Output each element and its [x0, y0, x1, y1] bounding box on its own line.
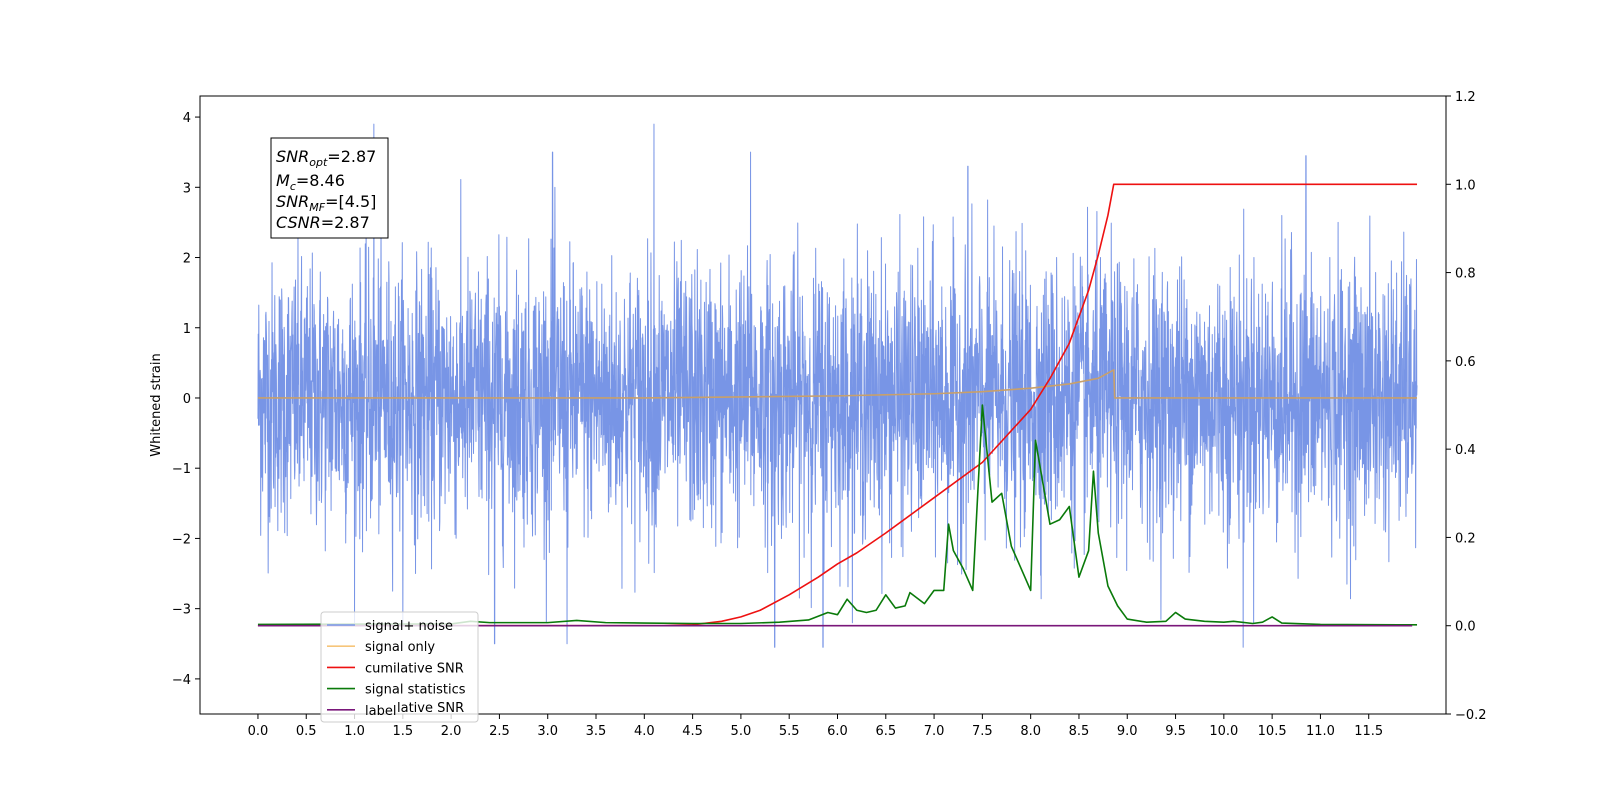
y-tick-label: 3 — [183, 181, 191, 196]
y-right-tick-label: −0.2 — [1455, 708, 1487, 723]
stats-annotation-box — [270, 137, 389, 239]
y-tick-label: 4 — [183, 111, 191, 126]
stats-annotation: SNRopt=2.87 Mc=8.46 SNRMF=[4.5] CSNR=2.8… — [270, 137, 389, 239]
y-right-tick-label: 0.6 — [1455, 355, 1476, 370]
series-signal-only — [257, 369, 1418, 399]
legend-label-signal-statistics: signal statistics — [365, 683, 466, 698]
mc-value: =8.46 — [296, 171, 345, 190]
snr-opt-subscript: opt — [309, 156, 328, 169]
x-tick-label: 11.5 — [1354, 724, 1383, 739]
legend-label-signal-noise: signal+ noise — [365, 619, 453, 634]
y-axis-right: 1.2 1.0 0.8 0.6 0.4 0.2 0.0 −0.2 — [1446, 90, 1487, 723]
x-tick-label: 5.5 — [779, 724, 800, 739]
y-right-tick-label: 0.2 — [1455, 531, 1476, 546]
x-tick-label: 7.0 — [924, 724, 945, 739]
y-tick-label: 1 — [183, 322, 191, 337]
snr-mf-base: SNR — [276, 192, 309, 211]
y-right-tick-label: 0.0 — [1455, 620, 1476, 635]
legend-label-label: label — [365, 704, 396, 719]
legend-label-cumilative-snr: cumilative SNR — [365, 661, 464, 676]
y-right-tick-label: 1.0 — [1455, 178, 1476, 193]
y-right-tick-label: 0.8 — [1455, 267, 1476, 282]
x-tick-label: 8.5 — [1069, 724, 1090, 739]
series-cumilative-snr — [257, 183, 1418, 627]
mc-base: M — [276, 171, 290, 190]
x-tick-label: 5.0 — [731, 724, 752, 739]
x-tick-label: 10.5 — [1258, 724, 1287, 739]
series-signal-noise — [257, 123, 1418, 648]
x-tick-label: 2.5 — [489, 724, 510, 739]
x-tick-label: 1.0 — [344, 724, 365, 739]
x-tick-label: 9.5 — [1165, 724, 1186, 739]
legend-box — [320, 611, 479, 723]
mc-subscript: c — [290, 180, 296, 193]
y-axis-label: Whitened strain — [149, 353, 164, 456]
snr-opt-annotation: SNRopt=2.87 — [276, 147, 376, 169]
x-tick-label: 3.5 — [586, 724, 607, 739]
mc-annotation: Mc=8.46 — [276, 171, 345, 193]
x-tick-label: 4.0 — [634, 724, 655, 739]
y-tick-label: −4 — [172, 673, 191, 688]
snr-mf-value: =[4.5] — [325, 192, 376, 211]
x-tick-label: 11.0 — [1306, 724, 1335, 739]
snr-opt-value: =2.87 — [327, 147, 376, 166]
y-tick-label: −1 — [172, 462, 191, 477]
x-tick-label: 0.5 — [296, 724, 317, 739]
y-tick-label: −3 — [172, 603, 191, 618]
x-axis: 0.0 0.5 1.0 1.5 2.0 2.5 3.0 3.5 4.0 4.5 5.0 5.5 6.0 6… — [248, 714, 1383, 739]
y-tick-label: −2 — [172, 532, 191, 547]
plot-area — [257, 123, 1418, 648]
snr-opt-base: SNR — [276, 147, 309, 166]
y-right-tick-label: 1.2 — [1455, 90, 1476, 105]
x-tick-label: 2.0 — [441, 724, 462, 739]
x-tick-label: 3.0 — [537, 724, 558, 739]
x-tick-label: 6.5 — [875, 724, 896, 739]
x-tick-label: 7.5 — [972, 724, 993, 739]
y-axis-left: 4 3 2 1 0 −1 −2 −3 −4 — [172, 111, 200, 688]
x-tick-label: 8.0 — [1020, 724, 1041, 739]
legend-label-signal-only: signal only — [365, 640, 435, 655]
snr-mf-annotation: SNRMF=[4.5] — [276, 192, 376, 214]
x-tick-label: 6.0 — [827, 724, 848, 739]
legend: lative SNR signal+ noise signal only cumil… — [320, 611, 479, 723]
series-signal-statistics — [257, 404, 1418, 626]
x-tick-label: 1.5 — [392, 724, 413, 739]
csnr-annotation: CSNR=2.87 — [276, 213, 370, 232]
x-tick-label: 10.0 — [1209, 724, 1238, 739]
x-tick-label: 0.0 — [248, 724, 269, 739]
x-tick-label: 4.5 — [682, 724, 703, 739]
csnr-value: =2.87 — [321, 213, 370, 232]
x-tick-label: 9.0 — [1117, 724, 1138, 739]
y-tick-label: 2 — [183, 252, 191, 267]
snr-mf-subscript: MF — [309, 201, 325, 214]
legend-obscured-text: lative SNR — [397, 701, 464, 716]
plot-frame — [199, 95, 1447, 715]
csnr-base: CSNR — [276, 213, 321, 232]
y-right-tick-label: 0.4 — [1455, 443, 1476, 458]
y-tick-label: 0 — [183, 392, 191, 407]
